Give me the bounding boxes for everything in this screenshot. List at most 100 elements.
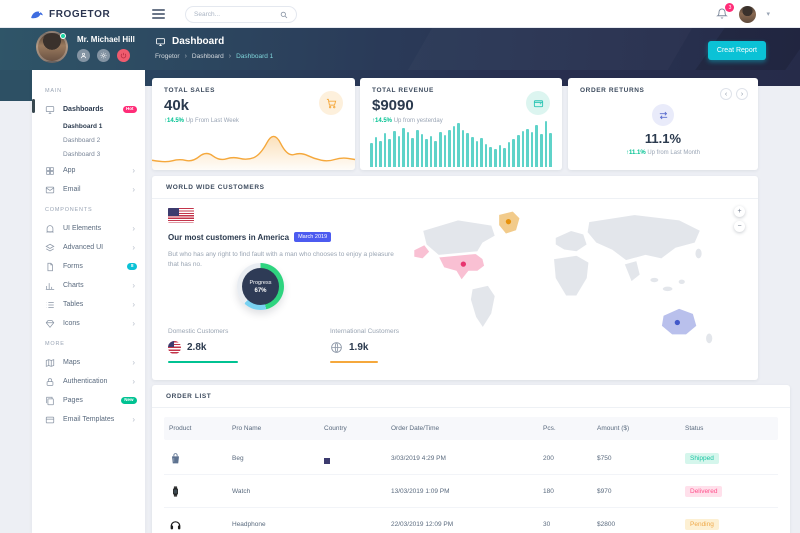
search-input[interactable] xyxy=(194,11,280,18)
sidebar-item-dashboards[interactable]: Dashboards Hot xyxy=(32,100,145,119)
sidebar-item-advanced-ui[interactable]: Advanced UI › xyxy=(32,238,145,257)
revenue-bar xyxy=(392,131,396,167)
breadcrumb: Frogetor › Dashboard › Dashboard 1 xyxy=(155,53,273,60)
breadcrumb-item[interactable]: Dashboard xyxy=(191,53,224,60)
order-pcs: 200 xyxy=(543,454,554,462)
revenue-bar xyxy=(388,139,391,167)
sidebar-section-label: MORE xyxy=(45,341,65,347)
breadcrumb-separator-icon: › xyxy=(184,53,187,60)
logo[interactable]: FROGETOR xyxy=(30,0,110,28)
order-pcs: 180 xyxy=(543,487,554,495)
order-amount: $970 xyxy=(597,487,612,495)
map-marker-australia[interactable] xyxy=(674,319,680,326)
world-map: + − xyxy=(397,204,749,372)
sidebar-item-icons[interactable]: Icons › xyxy=(32,314,145,333)
sidebar-item-app[interactable]: App › xyxy=(32,161,145,180)
profile-button[interactable] xyxy=(77,49,90,62)
person-icon xyxy=(80,52,87,59)
chevron-right-icon: › xyxy=(132,358,135,367)
revenue-bar xyxy=(461,129,465,167)
chevron-down-icon[interactable]: ▾ xyxy=(766,11,770,18)
customers-paragraph: But who has any right to find fault with… xyxy=(168,251,394,269)
revenue-bar xyxy=(471,137,474,167)
revenue-bar xyxy=(484,143,488,167)
sidebar-item-maps[interactable]: Maps › xyxy=(32,353,145,372)
chart-icon xyxy=(45,281,55,291)
headphone-product-icon xyxy=(164,518,232,531)
map-region-alaska[interactable] xyxy=(413,244,431,260)
settings-button[interactable] xyxy=(97,49,110,62)
sidebar-item-label: Charts xyxy=(63,282,84,289)
revenue-bar xyxy=(438,132,442,167)
sidebar-item-charts[interactable]: Charts › xyxy=(32,276,145,295)
sidebar-item-email[interactable]: Email › xyxy=(32,180,145,199)
sidebar-item-label: Forms xyxy=(63,263,83,270)
breadcrumb-item[interactable]: Frogetor xyxy=(155,53,180,60)
revenue-bar xyxy=(379,140,382,167)
prev-arrow-button[interactable]: ‹ xyxy=(720,88,732,100)
map-zoom-out-button[interactable]: − xyxy=(734,221,745,232)
map-marker-greenland[interactable] xyxy=(505,219,512,225)
sidebar-item-tables[interactable]: Tables › xyxy=(32,295,145,314)
sidebar-item-authentication[interactable]: Authentication › xyxy=(32,372,145,391)
map-zoom-in-button[interactable]: + xyxy=(734,206,745,217)
menu-toggle-icon[interactable] xyxy=(152,9,165,19)
chevron-right-icon: › xyxy=(132,243,135,252)
sidebar-subitem-dashboard-1[interactable]: Dashboard 1 xyxy=(63,122,103,130)
next-arrow-button[interactable]: › xyxy=(736,88,748,100)
map-icon xyxy=(45,358,55,368)
order-status: Pending xyxy=(685,518,765,530)
sidebar-scrollbar[interactable] xyxy=(32,99,35,113)
user-block: Mr. Michael Hill xyxy=(36,31,135,63)
sidebar: MAIN Dashboards Hot Dashboard 1 Dashboard 2 D… xyxy=(32,70,145,533)
notifications-button[interactable]: 3 xyxy=(716,3,735,21)
revenue-bar xyxy=(415,129,419,167)
revenue-bar xyxy=(521,131,525,167)
page-title: Dashboard xyxy=(155,36,273,47)
logout-button[interactable] xyxy=(117,49,130,62)
user-avatar[interactable] xyxy=(36,31,68,63)
sidebar-item-email-templates[interactable]: Email Templates › xyxy=(32,410,145,429)
map-marker-usa[interactable] xyxy=(460,261,467,267)
sidebar-item-ui-elements[interactable]: UI Elements › xyxy=(32,219,145,238)
sidebar-subitem-dashboard-2[interactable]: Dashboard 2 xyxy=(63,136,101,144)
search-box xyxy=(185,6,297,23)
revenue-bar xyxy=(397,135,401,167)
create-report-button[interactable]: Creat Report xyxy=(707,41,766,60)
sidebar-item-label: UI Elements xyxy=(63,225,102,232)
sidebar-item-label: Pages xyxy=(63,397,83,404)
mail2-icon xyxy=(45,415,55,425)
order-amount: $2800 xyxy=(597,520,616,528)
navbar-avatar[interactable] xyxy=(739,5,757,23)
swap-arrows-icon xyxy=(652,104,674,126)
revenue-bar xyxy=(507,142,511,167)
revenue-bar xyxy=(406,132,410,167)
sidebar-subitem-dashboard-3[interactable]: Dashboard 3 xyxy=(63,150,101,158)
international-customers-stat: International Customers 1.9k xyxy=(330,328,460,363)
sidebar-item-pages[interactable]: Pages New xyxy=(32,391,145,410)
product-name: Watch xyxy=(232,487,251,495)
revenue-bar xyxy=(489,146,493,167)
progress-value: 67% xyxy=(254,287,267,294)
order-pcs: 30 xyxy=(543,520,551,528)
revenue-bar xyxy=(535,124,538,167)
revenue-bar xyxy=(374,137,378,167)
card-title: ORDER RETURNS xyxy=(580,87,645,94)
revenue-bar xyxy=(452,126,456,167)
top-navbar: FROGETOR 3 ▾ xyxy=(0,0,800,28)
chevron-right-icon: › xyxy=(132,281,135,290)
map-region-usa[interactable] xyxy=(438,253,486,281)
order-status: Delivered xyxy=(685,485,765,497)
revenue-bar xyxy=(517,135,520,167)
progress-donut-chart: Progress 67% xyxy=(237,263,284,310)
sidebar-item-forms[interactable]: Forms 8 xyxy=(32,257,145,276)
total-sales-card: TOTAL SALES 40k ↑14.5% Up From Last Week xyxy=(152,78,355,170)
sidebar-item-label: App xyxy=(63,167,76,174)
search-icon[interactable] xyxy=(280,11,288,19)
revenue-bar xyxy=(370,143,373,167)
revenue-bar xyxy=(420,134,424,167)
order-date: 13/03/2019 1:09 PM xyxy=(391,487,450,495)
revenue-bar xyxy=(498,145,502,167)
grid-icon xyxy=(45,166,55,176)
